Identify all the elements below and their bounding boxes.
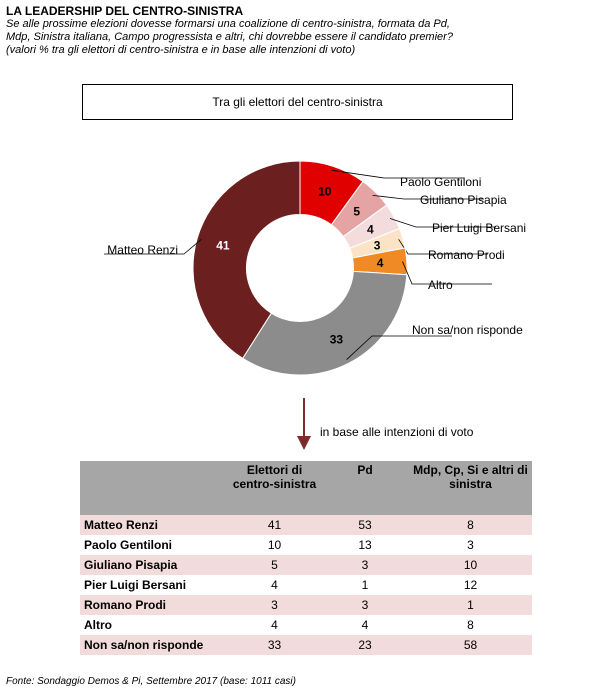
donut-chart: 10 Paolo Gentiloni 5 Giuliano Pisapia 4 Pier …	[104, 160, 526, 450]
table-header-cell: Elettori di centro-sinistra	[228, 461, 321, 515]
cell-value: 58	[409, 635, 532, 655]
slice-category-label: Altro	[428, 278, 453, 292]
row-name: Non sa/non risponde	[80, 635, 228, 655]
down-arrow-head	[297, 436, 311, 450]
table-row: Paolo Gentiloni 10 13 3	[80, 535, 532, 555]
table-row: Romano Prodi 3 3 1	[80, 595, 532, 615]
table-row: Pier Luigi Bersani 4 1 12	[80, 575, 532, 595]
page-subtitle: Se alle prossime elezioni dovesse formar…	[6, 18, 596, 57]
cell-value: 3	[321, 595, 409, 615]
cell-value: 5	[228, 555, 321, 575]
row-name: Altro	[84, 618, 112, 632]
slice-value-label: 10	[318, 185, 332, 199]
cell-value: 13	[358, 538, 372, 552]
table-header-cell	[80, 461, 228, 515]
table-row: Altro 4 4 8	[80, 615, 532, 635]
arrow-label: in base alle intenzioni di voto	[320, 425, 474, 439]
cell-value: 3	[228, 595, 321, 615]
leader-line	[372, 194, 484, 200]
chart-title: Tra gli elettori del centro-sinistra	[82, 84, 513, 120]
cell-value: 1	[361, 578, 369, 592]
cell-value: 1	[409, 595, 532, 615]
slice-category-label: Paolo Gentiloni	[400, 175, 481, 189]
cell-value: 41	[228, 515, 321, 535]
leader-line	[331, 169, 464, 179]
table-header-row: Elettori di centro-sinistra Pd Mdp, Cp, …	[80, 461, 532, 515]
row-name: Romano Prodi	[80, 595, 228, 615]
cell-value: 12	[463, 578, 478, 592]
slice-value-label: 41	[216, 239, 230, 253]
source-note: Fonte: Sondaggio Demos & Pi, Settembre 2…	[6, 676, 296, 687]
slice-value-label: 4	[377, 256, 384, 270]
cell-value: 33	[228, 635, 321, 655]
page-title: LA LEADERSHIP DEL CENTRO-SINISTRA	[6, 4, 244, 18]
cell-value: 4	[271, 578, 278, 592]
slice-value-label: 33	[330, 333, 344, 347]
cell-value: 53	[321, 515, 409, 535]
leader-line	[402, 261, 492, 285]
cell-value: 4	[361, 618, 369, 632]
subtitle-line: (valori % tra gli elettori di centro-sin…	[6, 44, 356, 56]
slice-category-label: Matteo Renzi	[107, 243, 178, 257]
slice-value-label: 5	[353, 204, 360, 218]
table-row: Giuliano Pisapia 5 3 10	[80, 555, 532, 575]
subtitle-line: Se alle prossime elezioni dovesse formar…	[6, 18, 450, 30]
row-name: Matteo Renzi	[80, 515, 228, 535]
row-name: Paolo Gentiloni	[84, 538, 173, 552]
cell-value: 3	[467, 538, 474, 552]
slice-category-label: Non sa/non risponde	[412, 323, 523, 337]
cell-value: 8	[409, 515, 532, 535]
slice-value-label: 3	[374, 239, 381, 253]
table-row: Non sa/non risponde 33 23 58	[80, 635, 532, 655]
donut-slice	[241, 270, 408, 376]
row-name: Pier Luigi Bersani	[84, 578, 187, 592]
leader-line	[104, 239, 202, 255]
cell-value: 23	[321, 635, 409, 655]
slice-value-label: 4	[367, 222, 374, 236]
donut-slice	[192, 160, 301, 360]
leader-line	[346, 335, 452, 360]
cell-value: 8	[467, 618, 474, 632]
subtitle-line: Mdp, Sinistra italiana, Campo progressis…	[6, 31, 453, 43]
slice-category-label: Pier Luigi Bersani	[432, 221, 526, 235]
slice-category-label: Giuliano Pisapia	[420, 193, 507, 207]
cell-value: 3	[321, 555, 409, 575]
cell-value: 10	[267, 538, 282, 552]
table-header-cell: Mdp, Cp, Si e altri di sinistra	[409, 461, 532, 515]
cell-value: 10	[409, 555, 532, 575]
table-header-cell: Pd	[321, 461, 409, 515]
table-row: Matteo Renzi 41 53 8	[80, 515, 532, 535]
cell-value: 4	[271, 618, 278, 632]
leader-line	[398, 239, 488, 255]
results-table: Elettori di centro-sinistra Pd Mdp, Cp, …	[80, 461, 532, 655]
slice-category-label: Romano Prodi	[428, 248, 505, 262]
row-name: Giuliano Pisapia	[80, 555, 228, 575]
leader-line	[389, 218, 496, 228]
